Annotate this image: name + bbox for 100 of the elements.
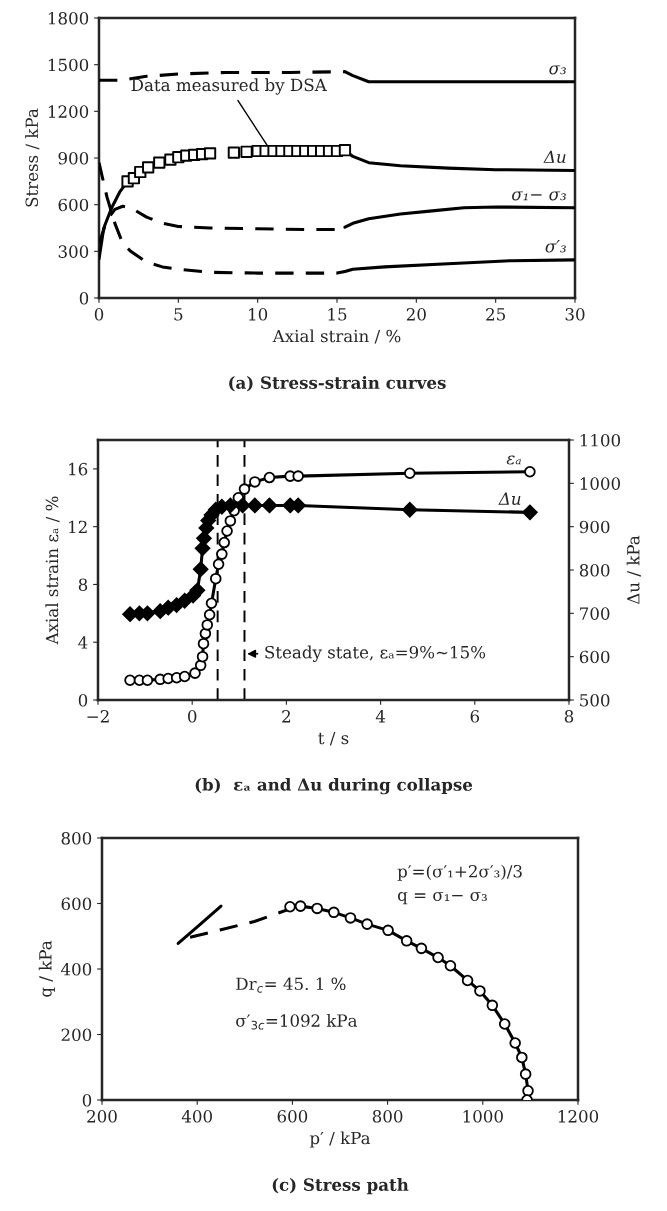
y2-tick-label: 1000 [580, 477, 621, 490]
point [311, 902, 323, 915]
x-axis-title: t / s [318, 731, 349, 746]
series-label: Δu [498, 492, 521, 505]
y2-tick-label: 800 [579, 563, 610, 577]
point [361, 918, 373, 930]
point [203, 609, 216, 621]
point [205, 597, 218, 609]
x-tick-label: 0 [188, 710, 197, 723]
point [240, 145, 253, 158]
point [461, 974, 474, 987]
text: (c) Stress path [272, 1178, 409, 1195]
series-label: σ′₃ [545, 240, 566, 253]
y2-tick-label: 1100 [580, 433, 621, 447]
point [522, 504, 538, 521]
y-tick-label: 300 [58, 245, 89, 258]
y-tick-label: 12 [69, 520, 87, 533]
annotation: q = σ₁− σ₃ [397, 891, 487, 905]
point [524, 466, 536, 478]
point [444, 959, 457, 972]
point [294, 900, 307, 912]
y-tick-label: 600 [58, 198, 89, 212]
point [189, 667, 201, 679]
y-tick-label: 1800 [48, 11, 89, 25]
point [338, 144, 352, 157]
point [221, 525, 233, 537]
point [400, 935, 413, 947]
x-tick-label: 600 [277, 1110, 308, 1123]
x-tick-label: 6 [470, 710, 480, 723]
point [328, 906, 340, 919]
x-tick-label: 400 [181, 1110, 212, 1123]
point [216, 548, 228, 560]
annotation: Dr$_{c}$= 45. 1 % [236, 977, 346, 993]
point [474, 985, 486, 997]
annotation: Data measured by DSA [131, 78, 327, 95]
point [292, 470, 304, 482]
x-tick-label: 8 [564, 710, 574, 723]
point [522, 1085, 534, 1097]
series-label: εₐ [506, 455, 521, 465]
x-tick-label: 800 [372, 1110, 403, 1123]
x-tick-label: −2 [87, 710, 109, 723]
y-tick-label: 8 [78, 578, 88, 592]
point [234, 497, 251, 514]
point [178, 670, 191, 683]
x-tick-label: 1200 [558, 1110, 599, 1123]
point [344, 912, 357, 924]
point [153, 156, 166, 169]
point [382, 924, 394, 937]
y-tick-label: 400 [60, 962, 92, 976]
point [142, 161, 155, 174]
x-tick-label: 0 [94, 308, 104, 321]
point [227, 146, 240, 159]
x-tick-label: 1000 [463, 1110, 503, 1123]
point [141, 674, 154, 686]
series-label: σ₁− σ₃ [512, 191, 566, 201]
x-tick-label: 10 [249, 308, 268, 321]
point [402, 501, 418, 518]
x-tick-label: 30 [565, 308, 585, 321]
point [247, 497, 263, 514]
point [415, 942, 428, 955]
x-axis-title: p′ / kPa [309, 1131, 371, 1148]
point [249, 476, 261, 488]
point [498, 1018, 511, 1030]
point [519, 1068, 532, 1080]
point [201, 619, 214, 631]
series-label: σ₃ [549, 65, 566, 75]
y2-tick-label: 700 [580, 607, 610, 620]
annotation: σ′$_{3c}$=1092 kPa [236, 1013, 358, 1030]
y-tick-label: 1200 [48, 105, 89, 118]
point [192, 561, 209, 577]
y-tick-label: 0 [78, 693, 88, 707]
x-tick-label: 4 [375, 710, 386, 723]
y2-axis-title: Δu / kPa [626, 535, 641, 605]
x-tick-label: 2 [282, 710, 291, 723]
point [196, 650, 209, 663]
series-label: Δu [543, 150, 566, 164]
y-tick-label: 16 [69, 462, 88, 476]
point [486, 999, 499, 1012]
y-axis-title: Stress / kPa [25, 108, 40, 207]
y-tick-label: 4 [78, 636, 88, 649]
point [516, 1051, 528, 1064]
point [238, 483, 251, 495]
point [404, 467, 416, 479]
x-tick-label: 20 [406, 308, 426, 321]
y2-tick-label: 900 [579, 520, 610, 534]
point [218, 536, 230, 549]
point [284, 901, 296, 913]
y2-tick-label: 600 [579, 650, 610, 664]
annotation: p′=(σ′₁+2σ′₃)/3 [397, 864, 522, 881]
y-tick-label: 600 [61, 897, 92, 911]
point [124, 674, 136, 686]
x-tick-label: 25 [486, 308, 505, 321]
y-axis-title: q / kPa [38, 940, 55, 997]
point [203, 147, 217, 160]
x-axis-title: Axial strain / % [272, 329, 401, 344]
y-axis-title: Axial strain εₐ / % [45, 496, 60, 645]
y-tick-label: 200 [61, 1028, 92, 1042]
annotation: Steady state, εₐ=9%~15% [265, 645, 486, 662]
y-tick-label: 900 [58, 151, 89, 165]
x-tick-label: 5 [174, 308, 183, 321]
